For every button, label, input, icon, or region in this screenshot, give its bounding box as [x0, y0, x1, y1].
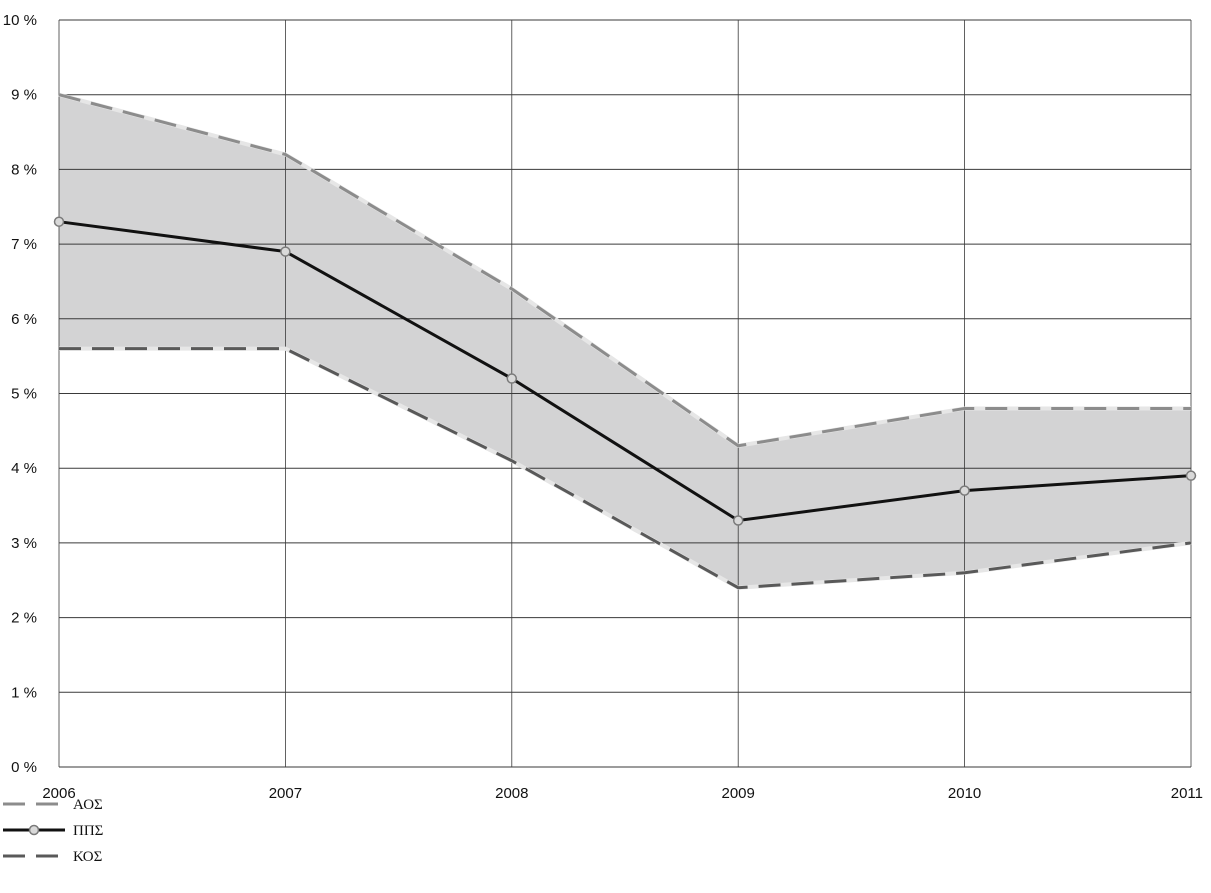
- y-tick-label: 8 %: [11, 161, 37, 178]
- x-tick-label: 2007: [269, 785, 302, 802]
- y-tick-label: 7 %: [11, 236, 37, 253]
- data-point: [55, 217, 64, 226]
- legend-marker: [30, 826, 39, 835]
- x-tick-label: 2010: [948, 785, 981, 802]
- y-tick-label: 6 %: [11, 311, 37, 328]
- y-tick-label: 5 %: [11, 386, 37, 403]
- data-point: [960, 486, 969, 495]
- band-area: [59, 95, 1191, 588]
- y-tick-label: 0 %: [11, 759, 37, 776]
- legend-item: ΚΟΣ: [3, 849, 102, 865]
- y-tick-label: 10 %: [3, 12, 37, 29]
- data-point: [1187, 471, 1196, 480]
- legend-label: ΚΟΣ: [73, 849, 102, 865]
- y-tick-label: 4 %: [11, 460, 37, 477]
- x-tick-label: 2006: [42, 785, 75, 802]
- y-tick-label: 9 %: [11, 87, 37, 104]
- legend-label: ΠΠΣ: [73, 823, 103, 839]
- data-point: [281, 247, 290, 256]
- grid-layer: [59, 20, 1191, 767]
- band-layer: [59, 95, 1191, 588]
- data-point: [507, 374, 516, 383]
- x-tick-label: 2011: [1171, 785, 1203, 802]
- y-tick-label: 2 %: [11, 610, 37, 627]
- legend-label: ΑΟΣ: [73, 797, 103, 813]
- x-tick-label: 2008: [495, 785, 528, 802]
- legend-item: ΠΠΣ: [3, 823, 103, 839]
- x-tick-label: 2009: [722, 785, 755, 802]
- data-point: [734, 516, 743, 525]
- y-tick-label: 3 %: [11, 535, 37, 552]
- legend: ΑΟΣ ΠΠΣ ΚΟΣ: [3, 797, 103, 865]
- y-tick-label: 1 %: [11, 684, 37, 701]
